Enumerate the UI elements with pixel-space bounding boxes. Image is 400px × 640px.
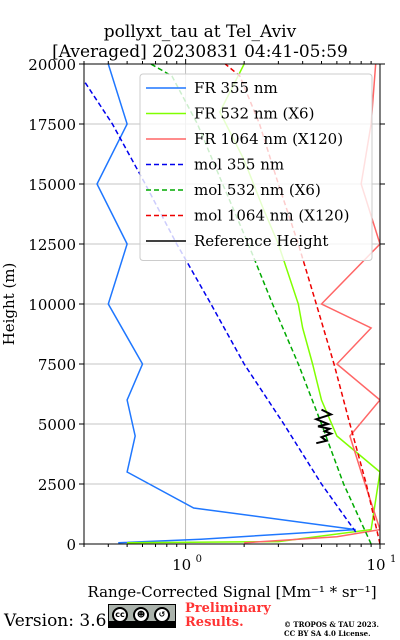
y-tick-label: 20000 bbox=[28, 56, 76, 74]
cc-license-badge: cc ☻ ↺ bbox=[108, 604, 176, 628]
y-tick-label: 12500 bbox=[28, 236, 76, 254]
chart-title-line2: [Averaged] 20230831 04:41-05:59 bbox=[52, 42, 348, 62]
legend-label-1: FR 532 nm (X6) bbox=[194, 105, 314, 123]
x-tick-exponent: 0 bbox=[196, 554, 202, 565]
preliminary-line2: Results. bbox=[185, 615, 244, 630]
cc-badge-bar bbox=[109, 621, 175, 627]
legend-label-2: FR 1064 nm (X120) bbox=[194, 130, 343, 148]
y-tick-label: 15000 bbox=[28, 176, 76, 194]
x-tick-exponent: 1 bbox=[390, 554, 396, 565]
copyright-note: © TROPOS & TAU 2023. CC BY SA 4.0 Licens… bbox=[284, 620, 379, 638]
y-tick-label: 5000 bbox=[38, 416, 76, 434]
series-line-6 bbox=[313, 408, 334, 445]
preliminary-line1: Preliminary bbox=[185, 601, 271, 616]
y-axis-label: Height (m) bbox=[0, 263, 18, 346]
version-label: Version: 3.6 bbox=[4, 611, 107, 631]
y-tick-label: 10000 bbox=[28, 296, 76, 314]
series-line-0 bbox=[96, 64, 356, 544]
y-tick-label: 7500 bbox=[38, 356, 76, 374]
legend-label-6: Reference Height bbox=[194, 232, 328, 250]
y-tick-label: 0 bbox=[66, 536, 76, 554]
preliminary-note: Preliminary Results. bbox=[185, 602, 271, 630]
legend-box bbox=[139, 73, 373, 261]
copyright-line2: CC BY SA 4.0 License. bbox=[284, 629, 371, 638]
series-line-5 bbox=[224, 64, 380, 544]
legend-label-3: mol 355 nm bbox=[194, 156, 284, 174]
series-line-3 bbox=[84, 80, 357, 533]
y-tick-label: 2500 bbox=[38, 476, 76, 494]
legend-label-0: FR 355 nm bbox=[194, 79, 278, 97]
y-tick-label: 17500 bbox=[28, 116, 76, 134]
by-icon: ☻ bbox=[133, 607, 149, 623]
x-tick-label: 10 bbox=[172, 556, 191, 574]
legend-label-5: mol 1064 nm (X120) bbox=[194, 207, 349, 225]
chart-title-line1: pollyxt_tau at Tel_Aviv bbox=[103, 22, 297, 42]
x-tick-label: 10 bbox=[366, 556, 385, 574]
legend-label-4: mol 532 nm (X6) bbox=[194, 181, 321, 199]
copyright-line1: © TROPOS & TAU 2023. bbox=[284, 620, 379, 629]
x-axis-label: Range-Corrected Signal [Mm⁻¹ * sr⁻¹] bbox=[87, 583, 376, 601]
